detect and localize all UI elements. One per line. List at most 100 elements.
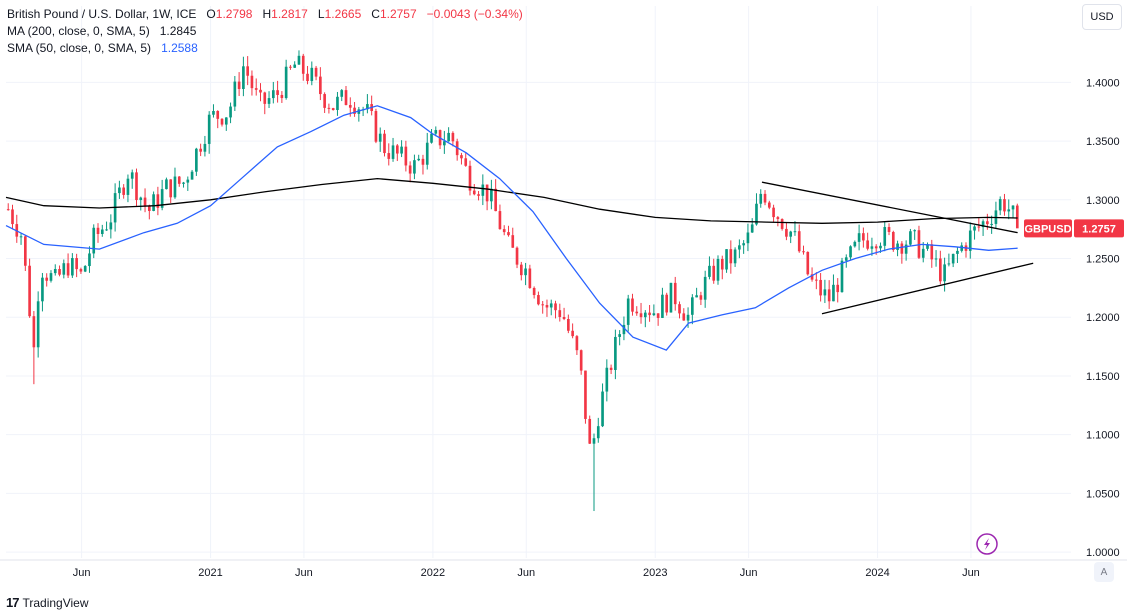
candle	[789, 230, 793, 244]
candle	[554, 300, 557, 319]
open-label: O	[206, 7, 216, 21]
lightning-icon[interactable]	[976, 533, 998, 555]
auto-scale-button[interactable]: A	[1094, 562, 1114, 582]
price-axis-background	[1071, 0, 1127, 615]
candle	[767, 200, 771, 210]
candle	[100, 224, 104, 237]
candle	[528, 264, 532, 289]
candle	[806, 251, 810, 276]
candle	[413, 154, 416, 180]
candle	[519, 261, 523, 281]
candle	[712, 258, 716, 284]
candle	[725, 249, 728, 273]
candle	[92, 224, 96, 259]
candle	[772, 204, 775, 223]
ma200-line	[5, 177, 1018, 224]
candle	[973, 225, 976, 240]
candle	[319, 67, 322, 101]
open-value: 1.2798	[215, 7, 253, 21]
candle	[32, 311, 36, 385]
candle	[947, 253, 951, 267]
candle	[682, 308, 686, 321]
lower-trendline[interactable]	[821, 262, 1034, 315]
candle	[156, 186, 160, 216]
candle	[242, 56, 245, 97]
candle	[143, 188, 147, 213]
candle	[344, 85, 348, 106]
candle	[562, 307, 566, 321]
candle	[460, 152, 463, 165]
sma50-line	[5, 105, 1018, 351]
x-tick-label: Jun	[517, 567, 535, 579]
candle	[750, 218, 754, 233]
candle	[62, 259, 66, 279]
currency-button[interactable]: USD	[1082, 4, 1122, 30]
low-label: L	[317, 7, 325, 21]
candle	[71, 253, 74, 278]
candle	[105, 221, 108, 231]
candle	[374, 108, 378, 144]
candle	[284, 59, 288, 100]
candle	[79, 267, 83, 274]
candle	[930, 239, 934, 268]
candle	[541, 301, 545, 314]
candle	[212, 104, 215, 118]
candle	[53, 264, 57, 276]
candle	[207, 111, 211, 154]
candle	[361, 106, 365, 117]
candle	[301, 53, 305, 81]
candle	[614, 329, 617, 380]
candle	[331, 107, 335, 111]
candle	[780, 218, 784, 231]
candle	[827, 280, 831, 309]
candle	[862, 227, 865, 248]
candle	[601, 383, 604, 428]
candle	[297, 50, 301, 65]
candle	[182, 181, 185, 188]
candle	[464, 153, 468, 167]
candle	[592, 433, 596, 512]
y-tick-label: 1.2500	[1086, 254, 1120, 266]
candle	[430, 128, 433, 144]
candle	[716, 255, 720, 285]
candle	[267, 91, 271, 109]
candle	[994, 201, 998, 229]
candle	[477, 191, 480, 201]
x-tick-label: Jun	[962, 567, 980, 579]
candle	[327, 103, 331, 114]
tradingview-footer[interactable]: 17 TradingView	[6, 595, 89, 610]
candle	[669, 282, 673, 313]
candle	[408, 161, 412, 183]
candle	[738, 239, 741, 259]
candle	[169, 179, 173, 204]
candle	[28, 258, 31, 318]
candle	[588, 415, 592, 444]
price-axis[interactable]: 1.0000 1.0500 1.1000 1.1500 1.2000 1.2500 1.30…	[1071, 0, 1127, 615]
candle	[917, 225, 921, 260]
candle	[75, 253, 78, 278]
y-tick-label: 1.0500	[1086, 488, 1120, 500]
y-tick-label: 1.0000	[1086, 547, 1120, 559]
candle	[395, 144, 399, 162]
candle	[41, 272, 44, 312]
candle	[815, 272, 818, 290]
x-tick-label: Jun	[295, 567, 313, 579]
candle	[742, 240, 745, 254]
ma200-row[interactable]: MA (200, close, 0, SMA, 5) 1.2845	[7, 23, 523, 40]
candle	[455, 138, 459, 161]
sma50-row[interactable]: SMA (50, close, 0, SMA, 5) 1.2588	[7, 40, 523, 57]
y-tick-label: 1.1000	[1086, 430, 1120, 442]
candle	[45, 273, 49, 287]
candle	[15, 214, 19, 243]
time-axis[interactable]: Jun 2021 Jun 2022 Jun 2023 Jun 2024 Jun	[0, 559, 1127, 579]
candle	[417, 154, 421, 162]
symbol-row[interactable]: British Pound / U.S. Dollar, 1W, ICE O1.…	[7, 6, 523, 23]
candle	[511, 227, 515, 248]
candle	[263, 91, 267, 115]
candle	[66, 253, 70, 278]
candle	[387, 143, 391, 166]
upper-trendline[interactable]	[761, 181, 1018, 234]
candle	[652, 304, 656, 317]
candle	[88, 246, 91, 273]
